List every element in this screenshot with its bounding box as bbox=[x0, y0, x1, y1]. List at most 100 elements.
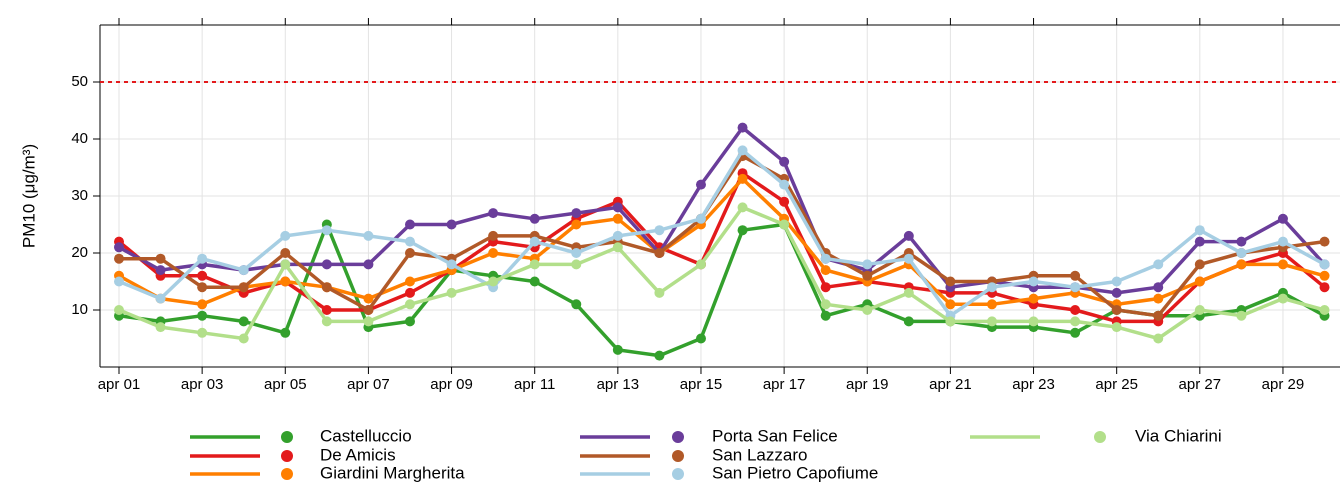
y-tick-label: 30 bbox=[71, 187, 88, 204]
legend-label: Giardini Margherita bbox=[320, 463, 465, 482]
data-point bbox=[612, 230, 623, 241]
data-point bbox=[612, 202, 623, 213]
data-point bbox=[1319, 270, 1330, 281]
data-point bbox=[404, 316, 415, 327]
x-tick-label: apr 07 bbox=[347, 376, 390, 393]
data-point bbox=[986, 299, 997, 310]
data-point bbox=[779, 156, 790, 167]
data-point bbox=[321, 282, 332, 293]
data-point bbox=[1236, 248, 1247, 258]
data-point bbox=[1070, 327, 1081, 338]
data-point bbox=[197, 299, 208, 310]
data-point bbox=[903, 287, 914, 298]
data-point bbox=[1111, 322, 1122, 333]
data-point bbox=[1319, 305, 1330, 315]
data-point bbox=[1070, 270, 1081, 281]
x-tick-label: apr 19 bbox=[846, 376, 889, 393]
data-point bbox=[903, 230, 914, 241]
data-point bbox=[155, 265, 166, 276]
data-point bbox=[280, 248, 291, 258]
data-point bbox=[446, 259, 457, 270]
data-point bbox=[114, 276, 124, 287]
data-point bbox=[404, 287, 415, 298]
data-point bbox=[238, 333, 249, 344]
data-point bbox=[1194, 276, 1205, 287]
series-line bbox=[118, 177, 1325, 307]
data-point bbox=[695, 333, 706, 344]
data-point bbox=[404, 276, 415, 287]
data-point bbox=[529, 213, 540, 224]
series-line bbox=[118, 125, 1326, 295]
data-point bbox=[1153, 310, 1164, 321]
legend-label: Castelluccio bbox=[320, 426, 412, 445]
data-point bbox=[571, 208, 582, 219]
data-point bbox=[737, 202, 748, 213]
data-point bbox=[903, 316, 914, 327]
x-tick-label: apr 21 bbox=[929, 376, 972, 393]
legend-marker bbox=[281, 431, 293, 443]
y-tick-label: 10 bbox=[71, 301, 88, 318]
data-point bbox=[1153, 293, 1164, 304]
data-point bbox=[404, 236, 415, 247]
data-point bbox=[779, 196, 790, 207]
x-tick-label: apr 23 bbox=[1012, 376, 1055, 393]
data-point bbox=[529, 236, 540, 247]
series-line bbox=[117, 171, 1326, 324]
data-point bbox=[1028, 276, 1039, 287]
data-point bbox=[571, 219, 582, 230]
data-point bbox=[1194, 259, 1205, 270]
data-point bbox=[280, 259, 291, 270]
data-point bbox=[404, 299, 415, 310]
data-point bbox=[1319, 236, 1330, 247]
data-point bbox=[779, 179, 790, 190]
data-point bbox=[1111, 287, 1122, 298]
data-point bbox=[280, 327, 291, 338]
y-tick-label: 40 bbox=[71, 130, 88, 147]
data-point bbox=[1194, 236, 1205, 247]
data-point bbox=[695, 213, 706, 224]
data-point bbox=[1236, 310, 1247, 321]
data-point bbox=[238, 282, 249, 293]
series-line bbox=[118, 205, 1325, 341]
data-point bbox=[1111, 305, 1122, 315]
y-tick-label: 50 bbox=[71, 73, 88, 90]
legend-label: Porta San Felice bbox=[712, 426, 838, 445]
data-point bbox=[820, 265, 831, 276]
x-tick-label: apr 11 bbox=[514, 376, 555, 393]
data-point bbox=[238, 316, 249, 327]
y-tick-label: 20 bbox=[71, 244, 88, 261]
data-point bbox=[529, 276, 540, 287]
data-point bbox=[114, 253, 124, 264]
data-point bbox=[862, 259, 873, 270]
data-point bbox=[737, 173, 748, 184]
legend-label: De Amicis bbox=[320, 445, 396, 464]
x-tick-label: apr 27 bbox=[1179, 376, 1222, 393]
data-point bbox=[363, 230, 374, 241]
x-tick-label: apr 13 bbox=[597, 376, 640, 393]
data-point bbox=[321, 259, 332, 270]
data-point bbox=[155, 253, 166, 264]
data-point bbox=[363, 259, 374, 270]
data-point bbox=[1153, 282, 1164, 293]
data-point bbox=[446, 219, 457, 230]
legend-marker bbox=[672, 431, 684, 443]
data-point bbox=[197, 327, 208, 338]
data-point bbox=[238, 265, 249, 276]
data-point bbox=[945, 276, 956, 287]
data-point bbox=[612, 242, 623, 253]
data-point bbox=[1028, 293, 1039, 304]
data-point bbox=[1277, 293, 1288, 304]
legend-marker bbox=[672, 450, 684, 462]
data-point bbox=[695, 259, 706, 270]
x-tick-label: apr 09 bbox=[430, 376, 473, 393]
legend-marker bbox=[281, 450, 293, 462]
data-point bbox=[1153, 333, 1164, 344]
y-axis-label: PM10 (μg/m³) bbox=[19, 144, 38, 248]
legend-label: Via Chiarini bbox=[1135, 426, 1222, 445]
data-point bbox=[446, 287, 457, 298]
data-point bbox=[737, 145, 748, 156]
data-point bbox=[1319, 259, 1330, 270]
data-point bbox=[529, 259, 540, 270]
data-point bbox=[488, 248, 499, 258]
data-point bbox=[1277, 213, 1288, 224]
